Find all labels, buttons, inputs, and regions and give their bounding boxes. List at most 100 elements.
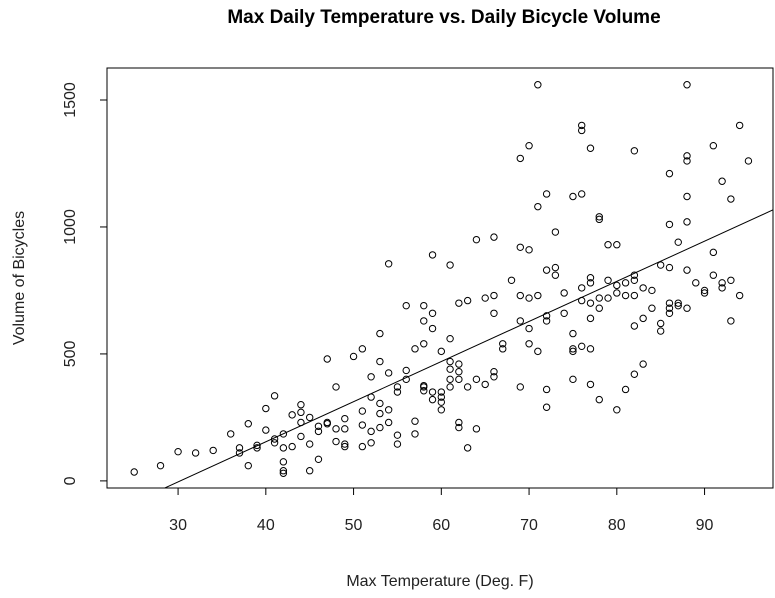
point: [578, 284, 586, 292]
point: [428, 251, 437, 259]
point: [376, 357, 384, 366]
point: [525, 142, 533, 150]
point: [578, 126, 586, 135]
point: [683, 266, 691, 274]
point: [455, 375, 463, 384]
point: [621, 279, 630, 287]
point: [551, 271, 560, 279]
point: [709, 248, 718, 257]
point: [639, 314, 647, 323]
point: [709, 271, 718, 279]
point: [481, 380, 489, 389]
point: [262, 426, 270, 434]
point: [253, 441, 261, 450]
point: [490, 291, 498, 300]
point: [727, 276, 735, 284]
point: [744, 157, 753, 165]
point: [674, 301, 682, 310]
point: [341, 440, 349, 448]
point: [279, 467, 288, 475]
point: [446, 261, 454, 269]
point: [393, 383, 402, 391]
point: [376, 409, 384, 418]
point: [718, 279, 726, 287]
point: [718, 177, 726, 185]
point: [727, 195, 735, 203]
point: [472, 425, 481, 433]
point: [376, 423, 384, 432]
x-tick-label: 40: [257, 517, 275, 534]
point: [393, 388, 402, 396]
point: [683, 218, 691, 226]
point: [463, 444, 472, 452]
point: [586, 279, 595, 287]
x-tick-label: 50: [345, 517, 363, 534]
point: [516, 243, 524, 251]
point: [569, 375, 577, 384]
point: [279, 430, 288, 438]
point: [534, 202, 542, 211]
point: [542, 403, 551, 411]
point: [341, 425, 349, 433]
point: [253, 444, 261, 452]
point: [586, 274, 595, 282]
point: [472, 375, 481, 384]
point: [551, 228, 560, 236]
point: [332, 383, 340, 391]
point: [613, 241, 621, 249]
point: [393, 440, 402, 448]
point: [525, 294, 533, 302]
point: [376, 399, 384, 408]
point: [446, 383, 454, 391]
point: [156, 461, 165, 470]
point: [490, 233, 498, 241]
point: [130, 468, 138, 476]
x-tick-label: 70: [520, 517, 538, 534]
point: [314, 422, 323, 430]
point: [542, 317, 551, 325]
point: [516, 154, 524, 163]
point: [595, 395, 603, 404]
point: [384, 418, 393, 427]
point: [305, 413, 314, 422]
point: [411, 345, 419, 353]
point: [499, 345, 507, 353]
point: [411, 430, 419, 438]
point: [630, 291, 639, 300]
point: [604, 276, 612, 284]
point: [437, 398, 446, 406]
x-tick-label: 60: [432, 517, 450, 534]
y-axis-label: Volume of Bicycles: [11, 211, 28, 345]
point: [700, 286, 709, 295]
point: [358, 407, 367, 415]
point: [665, 304, 674, 312]
x-tick-label: 30: [169, 517, 187, 534]
point: [735, 121, 744, 130]
point: [604, 294, 612, 302]
point: [665, 309, 674, 317]
point: [613, 289, 621, 297]
point: [656, 319, 665, 328]
point: [455, 418, 463, 427]
point: [437, 406, 446, 414]
point: [455, 368, 463, 376]
point: [516, 317, 524, 325]
point: [586, 314, 595, 323]
point: [455, 299, 463, 307]
point: [534, 291, 542, 300]
point: [525, 246, 533, 254]
point: [305, 440, 314, 448]
point: [358, 442, 367, 451]
point: [613, 406, 621, 414]
point: [578, 190, 586, 198]
point: [542, 266, 551, 274]
point: [244, 420, 252, 428]
point: [578, 121, 586, 130]
point: [323, 355, 331, 363]
point: [235, 444, 244, 452]
point: [656, 327, 665, 335]
x-tick-label: 80: [608, 517, 626, 534]
point: [692, 279, 700, 287]
point: [586, 345, 595, 353]
point: [569, 192, 577, 201]
